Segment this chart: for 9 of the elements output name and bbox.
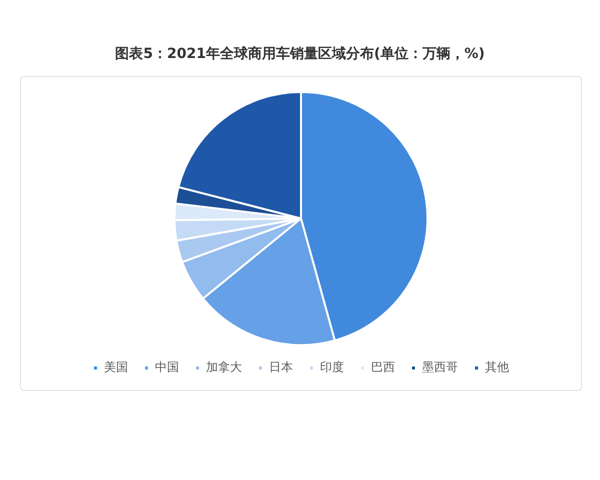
legend-label: 加拿大 — [206, 360, 242, 374]
chart-title: 图表5：2021年全球商用车销量区域分布(单位：万辆，%) — [114, 44, 486, 64]
legend-label: 中国 — [155, 360, 179, 374]
legend-label: 美国 — [104, 360, 128, 374]
legend-label: 巴西 — [371, 360, 395, 374]
legend-label: 印度 — [320, 360, 344, 374]
legend-label: 墨西哥 — [422, 360, 458, 374]
legend-label: 日本 — [269, 360, 293, 374]
legend-label: 其他 — [485, 360, 509, 374]
